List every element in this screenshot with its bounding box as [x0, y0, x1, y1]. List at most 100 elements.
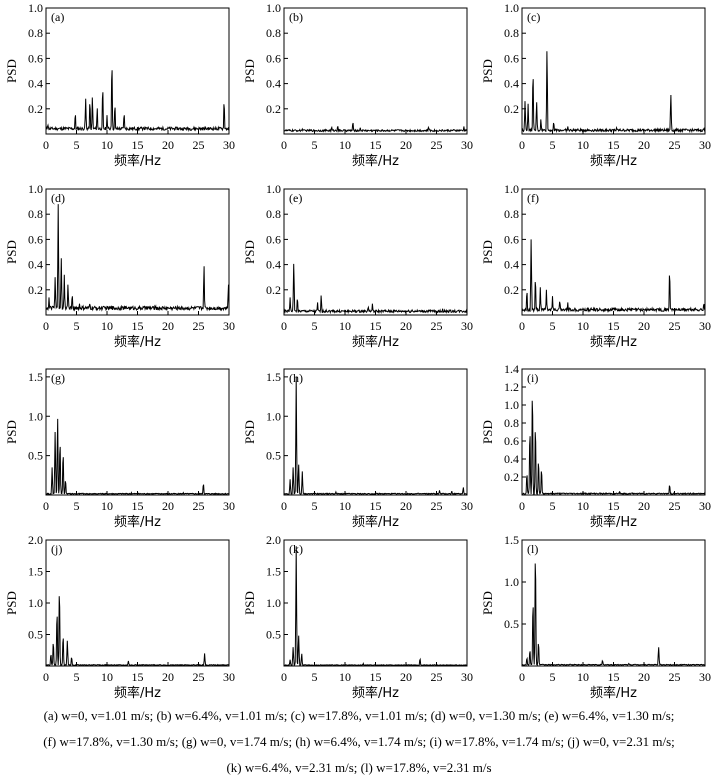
x-axis-label: 频率/Hz	[114, 153, 161, 169]
x-tick-label: 25	[669, 319, 681, 333]
x-tick-label: 10	[577, 319, 589, 333]
y-axis-label: PSD	[4, 420, 19, 444]
y-axis-label: PSD	[480, 420, 495, 444]
y-tick-label: 0.4	[504, 452, 519, 466]
x-axis-label: 频率/Hz	[352, 685, 399, 700]
x-tick-label: 15	[370, 670, 382, 684]
y-axis-label: PSD	[4, 59, 19, 83]
x-tick-label: 15	[132, 670, 144, 684]
psd-series-line	[283, 546, 468, 667]
x-tick-label: 5	[550, 670, 556, 684]
x-tick-label: 30	[461, 138, 473, 152]
x-tick-label: 0	[519, 319, 525, 333]
x-tick-label: 5	[312, 319, 318, 333]
y-tick-label: 1.0	[266, 1, 281, 15]
x-tick-label: 25	[431, 138, 443, 152]
x-axis-label: 频率/Hz	[352, 153, 399, 169]
x-axis-label: 频率/Hz	[590, 514, 637, 530]
y-tick-label: 1.0	[28, 182, 43, 196]
y-tick-label: 1.5	[28, 565, 43, 579]
x-axis-label: 频率/Hz	[352, 334, 399, 350]
y-tick-label: 0.4	[28, 258, 43, 272]
x-tick-label: 15	[608, 319, 620, 333]
y-tick-label: 1.5	[266, 565, 281, 579]
plot-frame	[45, 539, 230, 667]
y-tick-label: 0.6	[28, 51, 43, 65]
plot-frame	[283, 188, 468, 316]
psd-series-line	[521, 51, 706, 134]
y-tick-label: 0.2	[266, 102, 281, 116]
panel-label: (f)	[527, 191, 539, 205]
x-tick-label: 0	[43, 670, 49, 684]
y-tick-label: 1.0	[504, 1, 519, 15]
caption-line-1: (a) w=0, v=1.01 m/s; (b) w=6.4%, v=1.01 …	[43, 708, 675, 723]
x-tick-label: 5	[74, 138, 80, 152]
y-tick-label: 0.2	[266, 283, 281, 297]
y-tick-label: 0.4	[504, 77, 519, 91]
y-tick-label: 0.5	[266, 628, 281, 642]
psd-figure: 0 5 10 15 20 25 30 0.2 0.4 0.6 0.8 1.0 频率/Hz PSD (a) 0 5…	[4, 1, 711, 700]
x-axis-label: 频率/Hz	[114, 685, 161, 700]
x-tick-label: 25	[669, 499, 681, 513]
y-tick-label: 0.5	[28, 449, 43, 463]
x-tick-label: 30	[699, 319, 711, 333]
x-tick-label: 5	[312, 670, 318, 684]
caption-line-2: (f) w=17.8%, v=1.30 m/s; (g) w=0, v=1.74…	[43, 734, 675, 749]
x-tick-label: 30	[223, 670, 235, 684]
x-axis-label: 频率/Hz	[114, 514, 161, 530]
x-axis-label: 频率/Hz	[590, 334, 637, 350]
x-tick-label: 25	[431, 670, 443, 684]
y-tick-label: 1.0	[266, 182, 281, 196]
x-tick-label: 25	[193, 670, 205, 684]
y-tick-label: 0.2	[504, 470, 519, 484]
x-tick-label: 10	[101, 319, 113, 333]
x-tick-label: 20	[638, 499, 650, 513]
plot-frame	[45, 368, 230, 496]
y-tick-label: 0.6	[504, 232, 519, 246]
x-tick-label: 0	[281, 319, 287, 333]
chart-panel-12: 0 5 10 15 20 25 30 0.5 1.0 1.5 频率/Hz PSD (l)	[480, 533, 711, 700]
y-axis-label: PSD	[242, 420, 257, 444]
chart-panel-9: 0 5 10 15 20 25 30 0.2 0.4 0.6 0.8 1.0 1.2 1.4 频率/Hz PS…	[480, 362, 711, 530]
x-axis-label: 频率/Hz	[590, 153, 637, 169]
x-tick-label: 30	[223, 319, 235, 333]
y-tick-label: 0.8	[504, 26, 519, 40]
y-tick-label: 0.6	[266, 51, 281, 65]
x-tick-label: 0	[519, 138, 525, 152]
y-tick-label: 0.5	[504, 617, 519, 631]
plot-frame	[45, 7, 230, 135]
chart-panel-1: 0 5 10 15 20 25 30 0.2 0.4 0.6 0.8 1.0 频率/Hz PSD (a)	[4, 1, 235, 169]
plot-frame	[283, 7, 468, 135]
psd-series-line	[45, 418, 230, 496]
psd-series-line	[521, 563, 706, 666]
x-tick-label: 25	[669, 138, 681, 152]
x-tick-label: 5	[74, 499, 80, 513]
y-tick-label: 1.0	[266, 409, 281, 423]
x-tick-label: 0	[281, 138, 287, 152]
x-tick-label: 20	[638, 138, 650, 152]
y-tick-label: 1.5	[504, 533, 519, 547]
y-tick-label: 0.8	[266, 26, 281, 40]
x-tick-label: 25	[669, 670, 681, 684]
x-tick-label: 5	[550, 319, 556, 333]
x-tick-label: 20	[400, 319, 412, 333]
x-tick-label: 30	[461, 499, 473, 513]
y-tick-label: 2.0	[266, 533, 281, 547]
x-tick-label: 0	[281, 499, 287, 513]
chart-panel-4: 0 5 10 15 20 25 30 0.2 0.4 0.6 0.8 1.0 频率/Hz PSD (d)	[4, 182, 235, 350]
x-tick-label: 30	[699, 670, 711, 684]
y-tick-label: 1.5	[28, 370, 43, 384]
y-tick-label: 0.6	[504, 51, 519, 65]
chart-panel-6: 0 5 10 15 20 25 30 0.2 0.4 0.6 0.8 1.0 频率/Hz PSD (f)	[480, 182, 711, 350]
panel-label: (a)	[51, 10, 64, 24]
plot-frame	[283, 368, 468, 496]
x-tick-label: 25	[193, 499, 205, 513]
x-tick-label: 30	[699, 499, 711, 513]
x-tick-label: 25	[431, 499, 443, 513]
psd-series-line	[45, 70, 230, 132]
x-tick-label: 15	[370, 138, 382, 152]
y-axis-label: PSD	[242, 591, 257, 615]
y-tick-label: 1.0	[504, 575, 519, 589]
